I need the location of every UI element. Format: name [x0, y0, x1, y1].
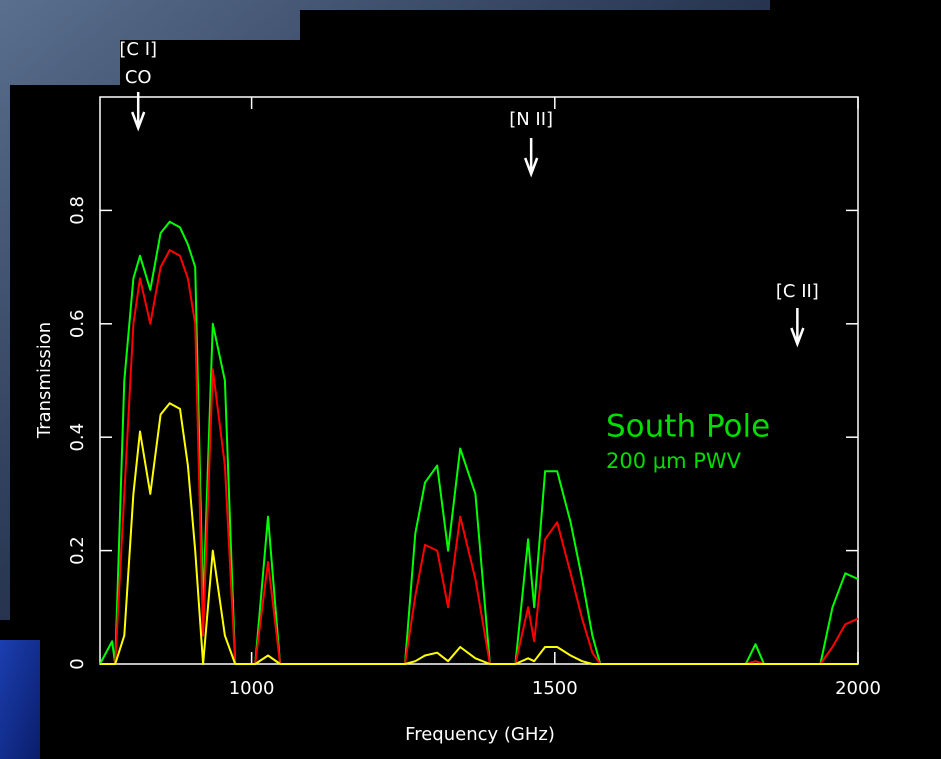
y-tick-label: 0.8	[67, 196, 88, 225]
line-arrow	[523, 138, 539, 178]
x-tick-label: 1000	[229, 678, 275, 699]
background-photo	[0, 0, 770, 620]
line-label: [C II]	[776, 281, 819, 302]
line-arrow	[790, 308, 805, 348]
line-label: CO	[125, 67, 152, 88]
line-label: [C I]	[119, 39, 157, 60]
background-photo	[0, 640, 40, 759]
x-axis-label: Frequency (GHz)	[405, 724, 555, 745]
x-tick-label: 2000	[835, 678, 881, 699]
y-tick-label: 0	[67, 658, 88, 669]
y-axis-label: Transmission	[34, 322, 55, 439]
site-label: 200 μm PWV	[606, 449, 742, 473]
y-tick-label: 0.6	[67, 309, 88, 338]
x-tick-label: 1500	[532, 678, 578, 699]
site-label: South Pole	[606, 409, 770, 445]
transmission-line	[100, 402, 858, 665]
line-arrow	[131, 92, 146, 132]
y-tick-label: 0.4	[67, 423, 88, 452]
y-tick-label: 0.2	[67, 536, 88, 565]
plot-frame	[99, 96, 859, 665]
line-label: [N II]	[509, 109, 553, 130]
